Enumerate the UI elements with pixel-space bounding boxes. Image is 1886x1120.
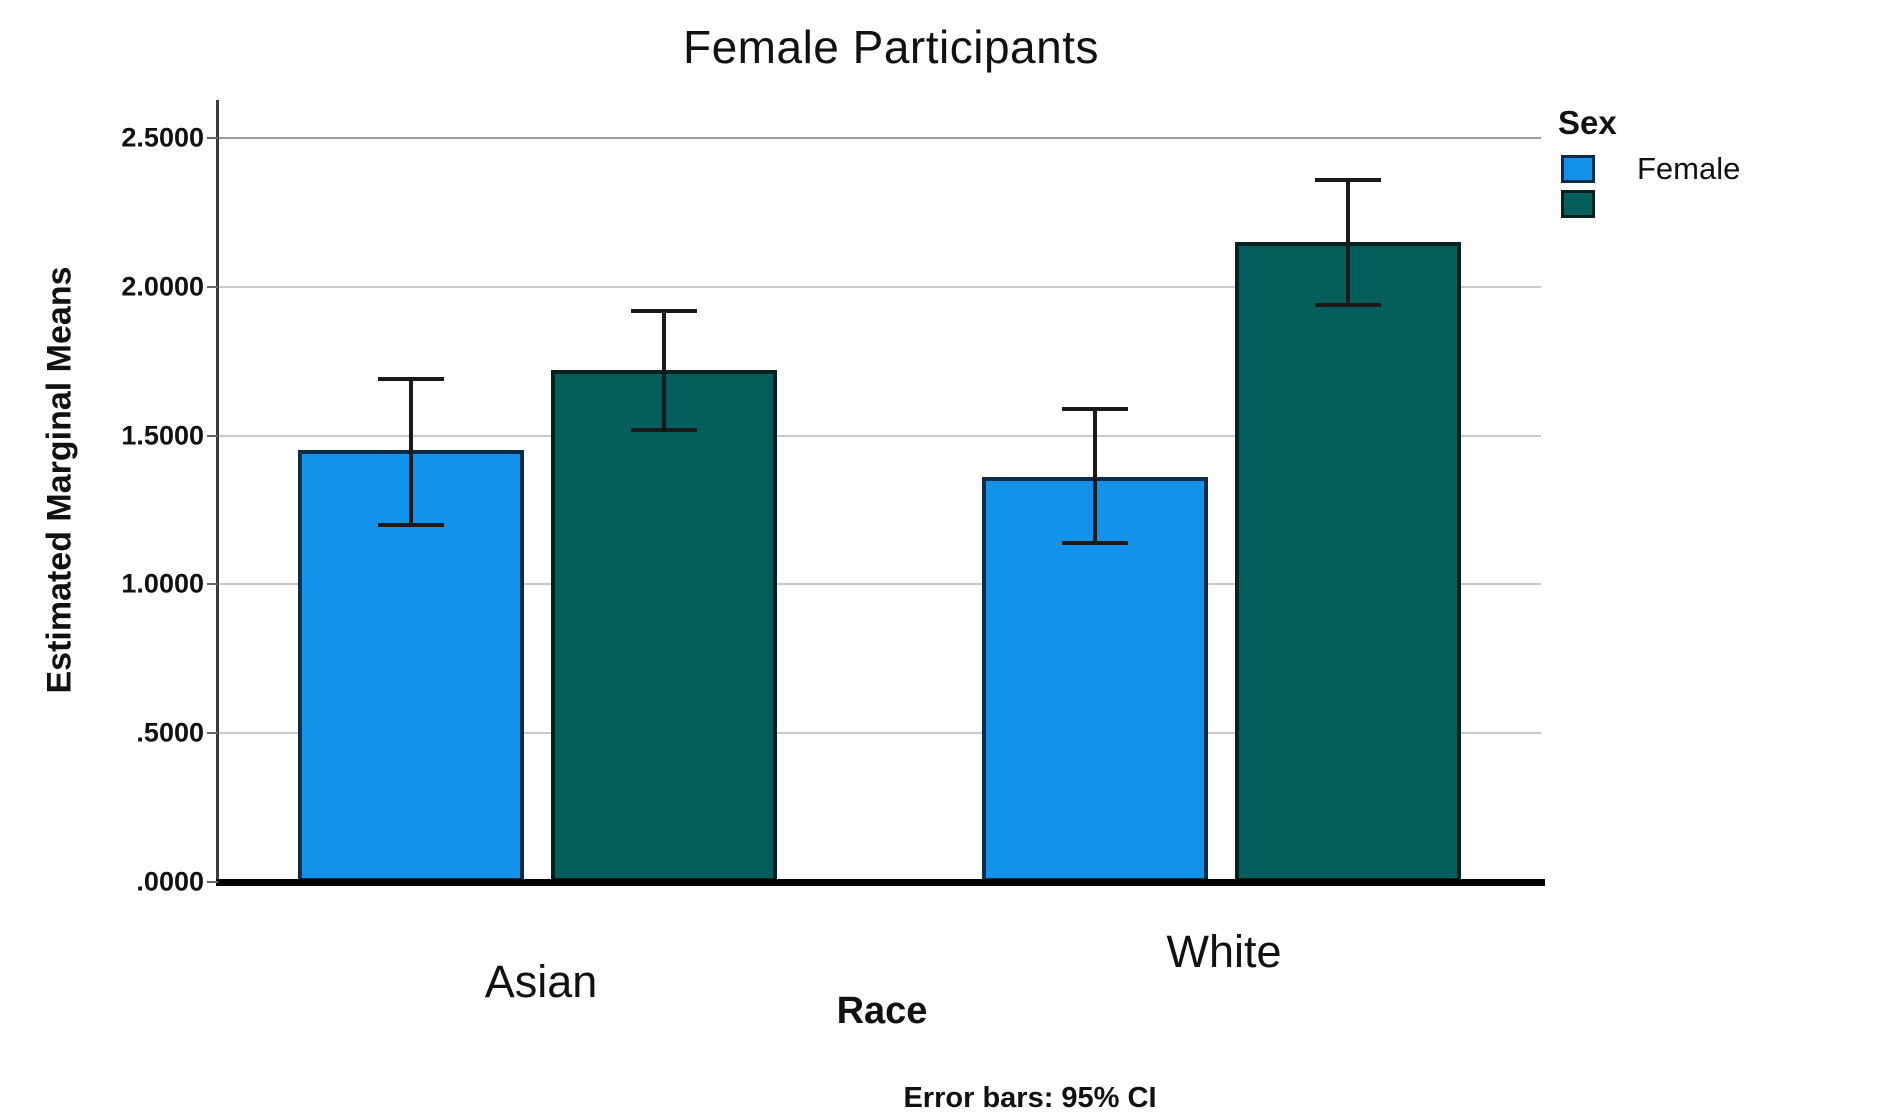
error-bar-cap-high-asian-series2 — [630, 308, 697, 313]
y-tick-mark-1.0000 — [207, 583, 218, 586]
gridline-.5000 — [218, 732, 1541, 735]
legend-male-cover-box — [1755, 137, 1886, 243]
error-bar-cap-high-white-series2 — [1314, 177, 1381, 182]
chart-title: Female Participants — [683, 20, 1099, 73]
legend-swatch-female — [1561, 155, 1595, 183]
error-bars-footnote: Error bars: 95% CI — [903, 1082, 1157, 1114]
error-bar-line-asian-series2 — [661, 310, 666, 430]
y-tick-mark-.0000 — [207, 881, 218, 883]
y-tick-label-1.5000: 1.5000 — [121, 420, 204, 451]
x-category-label-asian: Asian — [484, 956, 598, 1007]
y-tick-mark-.5000 — [207, 732, 218, 735]
error-bar-cap-low-asian-series2 — [630, 427, 697, 432]
bar-asian-series2 — [550, 370, 777, 882]
legend-label-female: Female — [1637, 151, 1741, 186]
error-bar-cap-low-white-series2 — [1314, 302, 1381, 307]
y-tick-label-2.0000: 2.0000 — [121, 271, 204, 302]
y-tick-mark-2.5000 — [207, 137, 218, 139]
legend-title: Sex — [1558, 104, 1617, 141]
x-axis-baseline — [216, 879, 1545, 886]
y-tick-label-1.0000: 1.0000 — [121, 568, 204, 599]
x-axis-title: Race — [836, 990, 928, 1032]
bar-asian-female — [297, 450, 524, 882]
y-tick-label-2.5000: 2.5000 — [121, 122, 204, 153]
error-bar-cap-high-white-female — [1061, 406, 1128, 411]
gridline-1.5000 — [218, 434, 1541, 437]
error-bar-line-white-female — [1092, 408, 1097, 543]
error-bar-cap-low-white-female — [1061, 540, 1128, 545]
error-bar-cap-high-asian-female — [377, 377, 444, 382]
gridline-2.5000 — [218, 137, 1541, 139]
error-bar-line-asian-female — [408, 379, 413, 525]
y-axis-title: Estimated Marginal Means — [40, 266, 79, 694]
error-bar-line-white-series2 — [1345, 179, 1350, 305]
bar-white-series2 — [1234, 242, 1461, 882]
title-box: Female Participants — [613, 0, 1467, 93]
gridline-1.0000 — [218, 583, 1541, 586]
y-tick-mark-2.0000 — [207, 285, 218, 288]
gridline-2.0000 — [218, 285, 1541, 288]
y-tick-label-.0000: .0000 — [136, 866, 204, 897]
y-tick-mark-1.5000 — [207, 434, 218, 437]
error-bar-cap-low-asian-female — [377, 522, 444, 527]
y-tick-label-.5000: .5000 — [136, 717, 204, 748]
x-category-label-white: White — [1166, 926, 1282, 977]
y-axis-line — [216, 100, 219, 882]
legend-swatch-second-series — [1561, 190, 1595, 218]
